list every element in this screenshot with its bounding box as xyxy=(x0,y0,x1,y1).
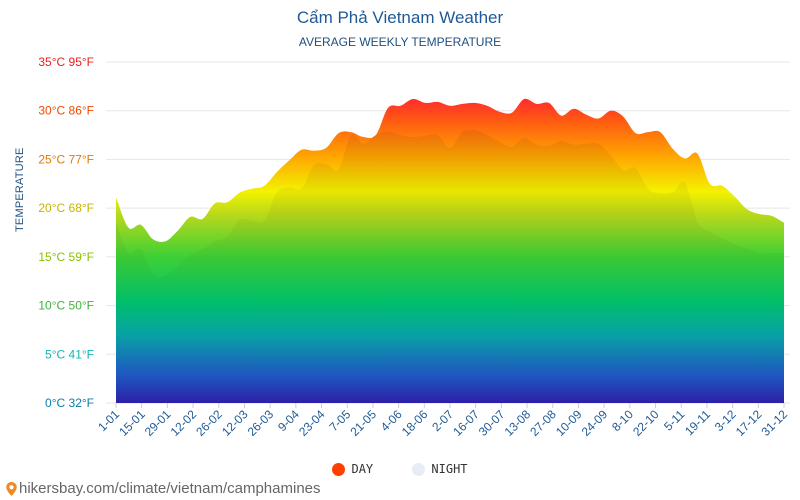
x-tick-label: 15-01 xyxy=(116,407,148,439)
legend-day-dot xyxy=(332,462,346,476)
y-tick-labels: 0°C 32°F 5°C 41°F 10°C 50°F 15°C 59°F 20°C 6… xyxy=(38,55,94,410)
x-tick-label: 21-05 xyxy=(347,407,379,439)
y-tick-label: 20°C 68°F xyxy=(38,201,94,215)
x-tick-labels: 1-0115-0129-0112-0226-0212-0326-039-0423… xyxy=(95,403,790,439)
area-series xyxy=(116,98,784,404)
y-tick-label: 25°C 77°F xyxy=(38,152,94,166)
y-tick-label: 10°C 50°F xyxy=(38,299,94,313)
x-tick-label: 29-01 xyxy=(142,407,174,439)
x-tick-label: 19-11 xyxy=(682,407,713,438)
x-tick-label: 26-03 xyxy=(245,407,277,439)
chart-subtitle: AVERAGE WEEKLY TEMPERATURE xyxy=(298,35,502,49)
x-tick-label: 23-04 xyxy=(296,407,328,439)
x-tick-label: 30-07 xyxy=(476,407,508,439)
y-tick-label: 30°C 86°F xyxy=(38,104,94,118)
legend-day-label: DAY xyxy=(351,462,374,476)
legend-item-night[interactable]: NIGHT xyxy=(412,462,468,476)
x-tick-label: 13-08 xyxy=(502,407,534,439)
x-tick-label: 16-07 xyxy=(450,407,482,439)
x-tick-label: 12-03 xyxy=(219,407,251,439)
footer-link[interactable]: hikersbay.com/climate/vietnam/camphamine… xyxy=(6,480,321,497)
legend-item-day[interactable]: DAY xyxy=(332,462,373,476)
location-pin-icon xyxy=(6,481,17,496)
y-tick-label: 0°C 32°F xyxy=(45,396,94,410)
legend-night-dot xyxy=(412,462,426,476)
x-tick-label: 12-02 xyxy=(168,407,200,439)
x-tick-label: 22-10 xyxy=(630,407,662,439)
night-area-shade xyxy=(116,129,784,403)
y-tick-label: 15°C 59°F xyxy=(38,250,94,264)
x-tick-label: 26-02 xyxy=(193,407,225,439)
x-tick-label: 24-09 xyxy=(579,407,611,439)
temperature-chart: 0°C 32°F 5°C 41°F 10°C 50°F 15°C 59°F 20°C 6… xyxy=(38,55,790,439)
y-tick-label: 35°C 95°F xyxy=(38,55,94,69)
legend-night-label: NIGHT xyxy=(431,462,468,476)
x-tick-label: 17-12 xyxy=(733,407,765,439)
x-tick-label: 18-06 xyxy=(399,407,431,439)
x-tick-label: 10-09 xyxy=(553,407,585,439)
x-tick-label: 31-12 xyxy=(759,407,791,439)
x-tick-label: 27-08 xyxy=(527,407,559,439)
footer-url: hikersbay.com/climate/vietnam/camphamine… xyxy=(19,480,321,497)
legend: DAY NIGHT xyxy=(0,462,800,479)
chart-title: Cẩm Phả Vietnam Weather xyxy=(296,8,504,27)
y-tick-label: 5°C 41°F xyxy=(45,347,94,361)
